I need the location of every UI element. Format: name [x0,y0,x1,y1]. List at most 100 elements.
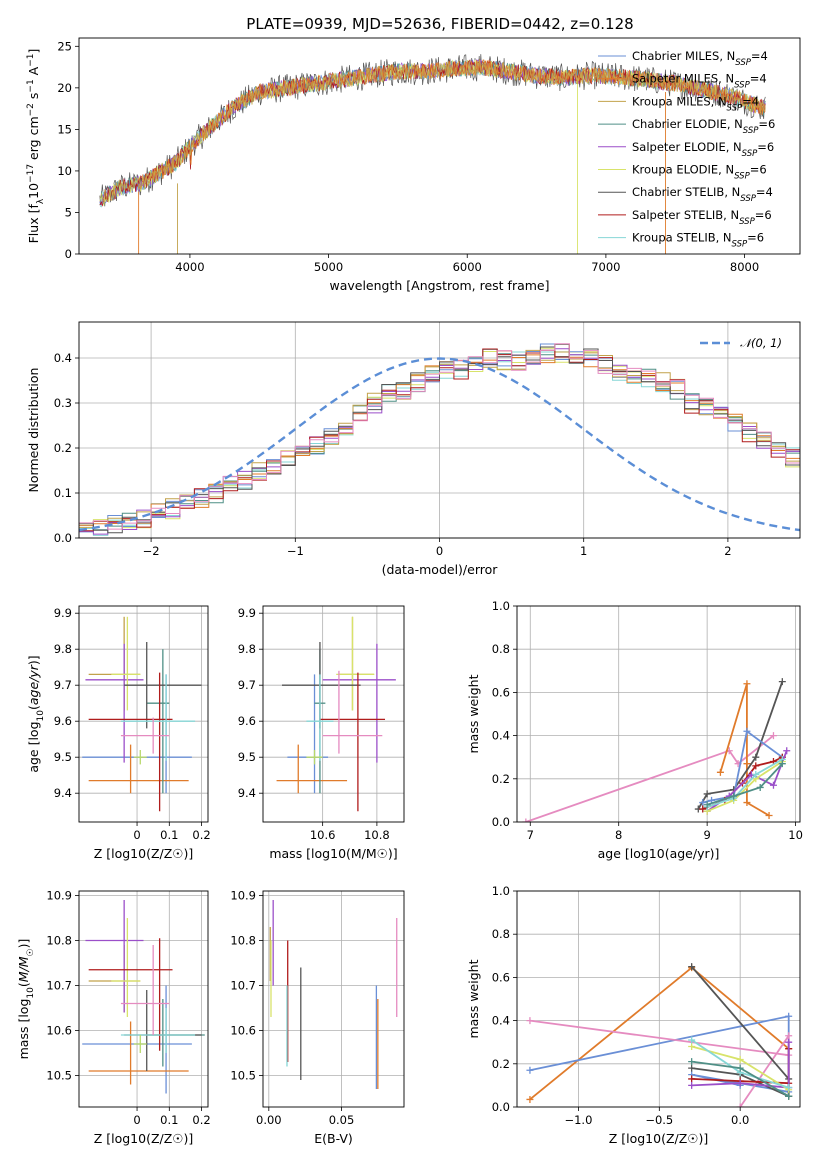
z-mass-xtick-label: 0 [133,1113,140,1127]
z-weight-marker [785,1012,793,1020]
ebv-mass-ytick-label: 10.8 [230,934,256,948]
z-mass-ytick-label: 10.6 [46,1024,72,1038]
age-weight-marker [743,680,751,688]
spectrum-plot-area [99,54,766,254]
age-weight-marker [699,805,707,813]
ebv-mass-ytick-label: 10.9 [230,889,256,903]
z-mass-xtick-label: 0.1 [160,1113,178,1127]
spectrum-ytick-label: 15 [57,122,72,136]
ebv-mass-axes: 0.00 0.05 10.5 10.6 10.7 10.8 10.9 E(B-V) [230,889,405,1146]
z-weight-marker [785,1084,793,1092]
age-weight-xlabel: age [log10(age/yr)] [598,846,720,861]
legend-label: Salpeter STELIB, NSSP=6 [632,208,772,227]
age-weight-marker [778,760,786,768]
legend-nssp: =6 [750,163,767,177]
mass-age-ytick-label: 9.4 [238,786,256,800]
age-weight-marker [743,760,751,768]
spectrum-ytick-label: 0 [65,247,72,261]
z-weight-series [691,1042,790,1089]
residuals-xtick-label: 0 [436,544,443,558]
age-weight-series [706,758,783,808]
z-mass-axes: 0 0.1 0.2 10.5 10.6 10.7 10.8 10.9 Z [log10(Z/Z☉… [16,889,211,1147]
z-weight-xtick-label: −0.5 [645,1113,673,1127]
legend-name: Kroupa MILES, N [632,94,727,108]
z-mass-ylabel-part: mass [log [16,999,31,1060]
mass-age-xtick-label: 10.6 [310,828,336,842]
residuals-plot-area [79,343,800,538]
spectrum-series-2 [99,59,766,203]
z-age-xlabel: Z [log10(Z/Z☉)] [94,846,194,861]
spectrum-ytick-label: 10 [57,164,72,178]
age-weight-xtick-label: 10 [788,828,803,842]
age-weight-series [706,760,783,813]
residuals-ytick-label: 0.3 [54,396,72,410]
legend-sub: SSP [735,58,751,68]
z-weight-marker [736,1055,744,1063]
z-mass-ylabel-part: M/M [16,956,31,982]
residuals-xtick-label: −1 [287,544,304,558]
z-age-ylabel: age [log10(age/yr)] [26,655,46,772]
z-mass-plot-area [82,900,205,1094]
age-weight-axes: 7 8 9 10 0.0 0.2 0.4 0.6 0.8 1.0 age [log10(age/yr… [466,599,803,861]
z-age-ylabel-part: age/yr [26,664,41,705]
age-weight-xtick-label: 7 [527,828,534,842]
residuals-ytick-label: 0.4 [54,351,72,365]
z-weight-ytick-label: 0.2 [492,1057,510,1071]
z-weight-frame [516,890,801,1108]
z-weight-plot-area [526,963,793,1107]
z-age-ytick-label: 9.5 [54,750,72,764]
z-mass-ylabel-part: ☉ [26,948,36,956]
legend-sub: SSP [739,217,755,227]
z-weight-marker [688,1036,696,1044]
spectrum-ytick-label: 20 [57,81,72,95]
legend-sub: SSP [727,103,743,113]
age-weight-marker [703,801,711,809]
age-weight-marker [752,753,760,761]
mass-age-ytick-label: 9.5 [238,750,256,764]
legend-nssp: =6 [757,140,774,154]
z-weight-marker [785,1032,793,1040]
z-mass-ylabel-part: )] [16,939,31,949]
legend-nssp: =4 [742,94,759,108]
z-weight-marker [526,1066,534,1074]
spectrum-ylabel: Flux [fλ10−17 erg cm−2 s−1 A−1] [26,49,46,244]
age-weight-series [525,734,775,822]
z-age-ylabel-part: ( [26,705,41,710]
z-weight-marker [736,1079,744,1087]
mass-age-ytick-label: 9.6 [238,714,256,728]
z-weight-marker [688,1064,696,1072]
spectrum-xtick-label: 6000 [453,260,482,274]
legend-label: Chabrier STELIB, NSSP=4 [632,185,773,204]
residuals-ytick-label: 0.1 [54,486,72,500]
spectrum-xlabel: wavelength [Angstrom, rest frame] [329,278,549,293]
z-mass-ylabel-part: ( [16,982,31,987]
spectrum-ytick-label: 25 [57,39,72,53]
legend-label: Kroupa ELODIE, NSSP=6 [632,163,767,182]
z-weight-marker [526,1017,534,1025]
spectrum-ylabel-part: λ [36,198,46,204]
residuals-axes: −2 −1 0 1 2 0.0 0.1 0.2 0.3 0.4 (data-model)/error… [26,321,801,577]
z-mass-xtick-label: 0.2 [192,1113,210,1127]
z-mass-ytick-label: 10.5 [46,1069,72,1083]
z-weight-ytick-label: 0.6 [492,970,510,984]
age-weight-frame [516,605,801,823]
legend-sub: SSP [742,149,758,159]
z-weight-marker [785,1092,793,1100]
age-weight-marker [765,812,773,820]
mass-age-ytick-label: 9.9 [238,606,256,620]
age-weight-marker [522,818,530,822]
legend-nssp: =4 [750,72,767,86]
residuals-xtick-label: 1 [580,544,587,558]
spectrum-xtick-label: 5000 [314,260,343,274]
legend-nssp: =6 [747,231,764,245]
age-weight-ytick-label: 0.2 [492,772,510,786]
z-mass-ytick-label: 10.7 [46,979,72,993]
z-weight-ytick-label: 0.0 [492,1100,510,1114]
spectrum-ytick-label: 5 [65,205,72,219]
gaussian-curve [79,357,800,532]
mass-age-frame [262,605,405,823]
age-weight-marker [783,747,791,755]
ebv-mass-ytick-label: 10.6 [230,1024,256,1038]
mass-age-xtick-label: 10.8 [364,828,390,842]
age-weight-xtick-label: 8 [615,828,622,842]
